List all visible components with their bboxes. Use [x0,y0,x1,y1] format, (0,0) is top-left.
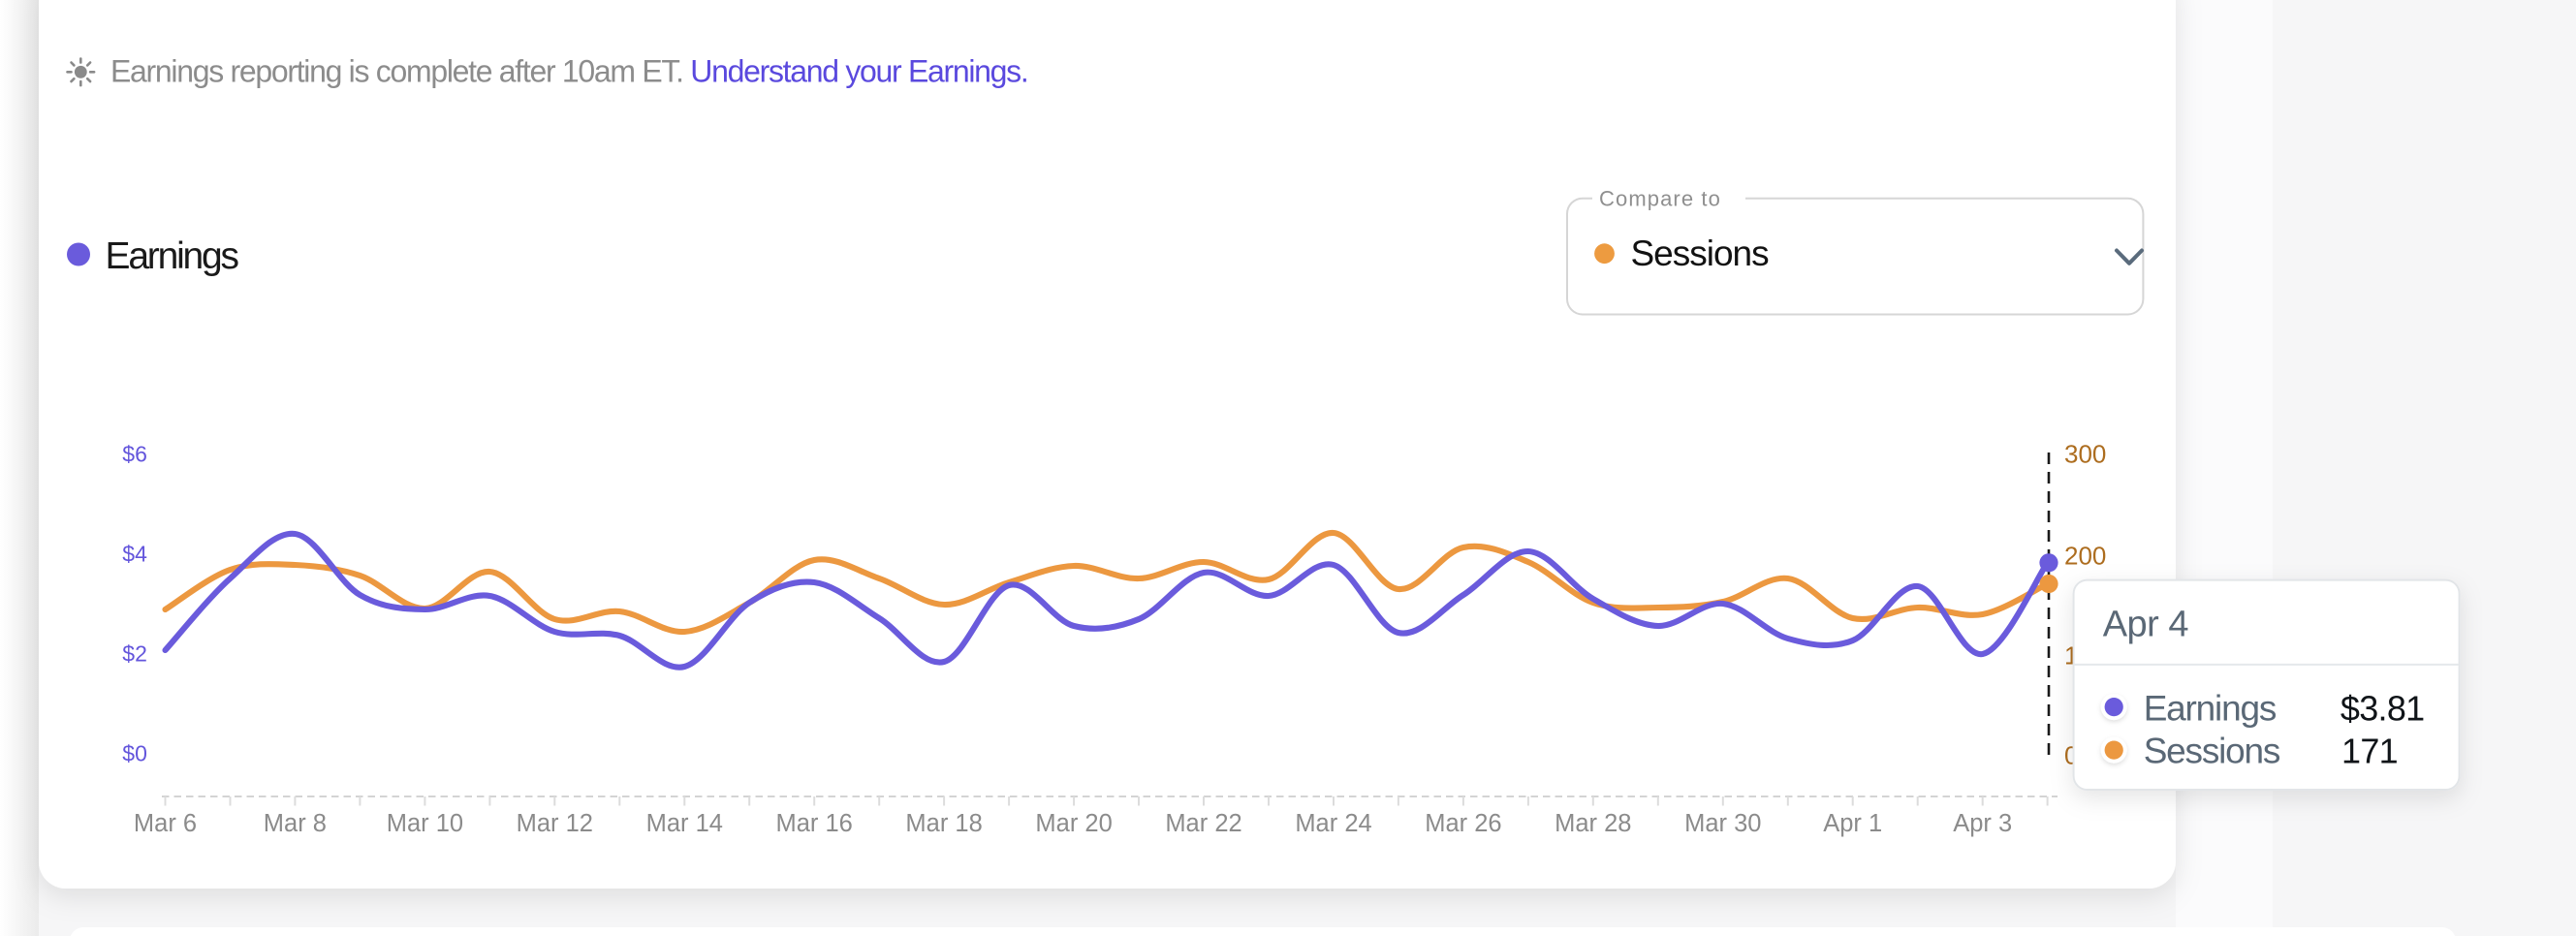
svg-text:Mar 22: Mar 22 [1165,810,1241,837]
svg-text:$3.81: $3.81 [2340,688,2425,728]
svg-text:Apr 4: Apr 4 [2103,604,2189,644]
svg-text:$0: $0 [122,741,147,766]
svg-text:$6: $6 [122,442,147,467]
svg-text:Earnings: Earnings [2144,688,2277,728]
svg-text:Mar 10: Mar 10 [387,810,463,837]
svg-text:Mar 26: Mar 26 [1425,810,1501,837]
svg-text:Earnings reporting is complete: Earnings reporting is complete after 10a… [110,54,1027,89]
svg-text:$4: $4 [122,542,147,567]
svg-text:Mar 20: Mar 20 [1035,810,1112,837]
svg-text:Mar 28: Mar 28 [1555,810,1631,837]
svg-text:Sessions: Sessions [1631,234,1770,273]
svg-text:Earnings: Earnings [106,235,239,277]
svg-text:$2: $2 [122,641,147,667]
svg-text:Mar 12: Mar 12 [517,810,593,837]
svg-text:Apr 1: Apr 1 [1823,810,1882,837]
svg-text:200: 200 [2064,542,2106,571]
svg-text:Apr 3: Apr 3 [1953,810,2012,837]
svg-text:Compare to: Compare to [1599,187,1721,211]
svg-text:Mar 18: Mar 18 [905,810,982,837]
svg-text:Mar 30: Mar 30 [1684,810,1761,837]
svg-text:300: 300 [2064,440,2106,469]
svg-text:Mar 24: Mar 24 [1295,810,1371,837]
svg-text:Mar 8: Mar 8 [264,810,327,837]
svg-text:Sessions: Sessions [2144,731,2280,770]
svg-text:Mar 14: Mar 14 [646,810,723,837]
svg-text:Mar 16: Mar 16 [776,810,853,837]
svg-text:Mar 6: Mar 6 [134,810,197,837]
svg-text:171: 171 [2341,731,2398,770]
